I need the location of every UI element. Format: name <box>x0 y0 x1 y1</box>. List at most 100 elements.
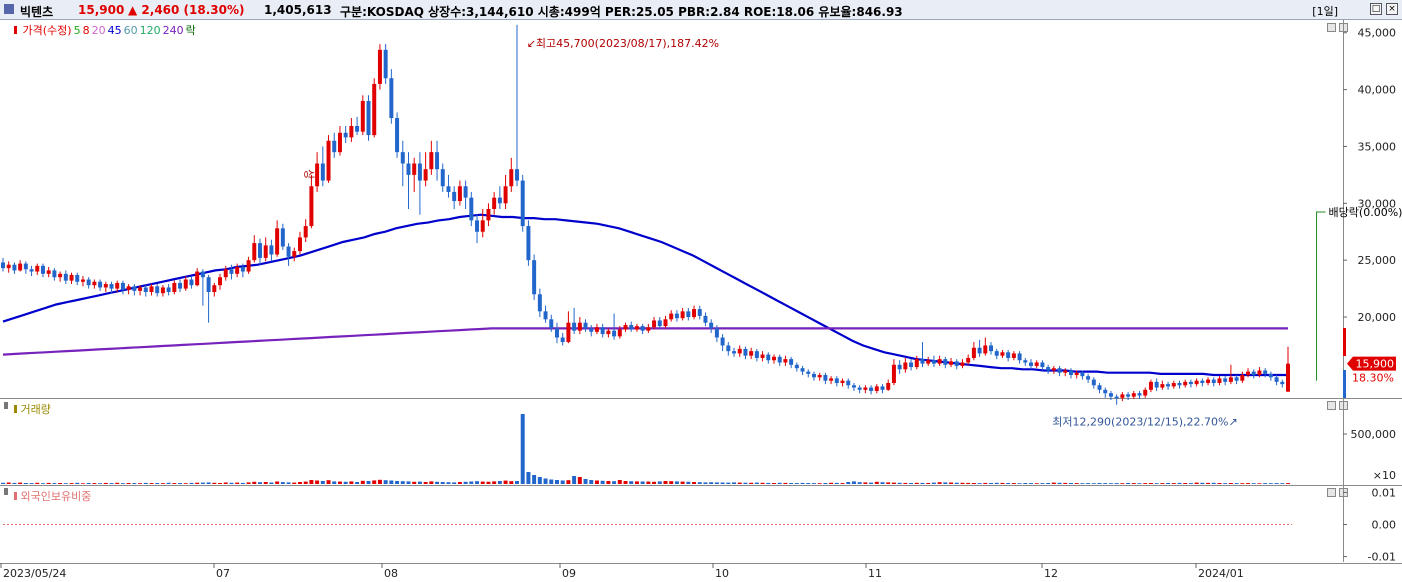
candle-body <box>126 286 131 290</box>
candle-body <box>200 271 205 278</box>
candle-body <box>18 263 23 271</box>
candle-body <box>1068 370 1073 376</box>
volume-bar <box>75 482 80 484</box>
volume-bar <box>337 481 342 484</box>
volume-bar <box>1246 483 1251 484</box>
candle-body <box>218 277 223 286</box>
volume-bar <box>1108 483 1113 484</box>
volume-bar <box>383 480 388 484</box>
volume-bar <box>1286 483 1290 484</box>
legend-item[interactable]: 5 <box>73 24 81 37</box>
volume-bar <box>1251 483 1256 484</box>
candle-body <box>360 100 365 132</box>
panel-divider[interactable] <box>0 398 1402 399</box>
candle-body <box>1023 360 1028 363</box>
candle-body <box>674 313 679 319</box>
low-annotation: 최저12,290(2023/12/15),22.70%↗ <box>1052 416 1237 429</box>
candle-body <box>435 152 440 170</box>
panel-minimize-icon[interactable] <box>1327 23 1336 32</box>
panel-handle-icon[interactable] <box>4 402 8 409</box>
candle-body <box>623 324 628 330</box>
candle-body <box>1017 353 1022 361</box>
volume-bar <box>543 478 548 484</box>
volume-bar <box>1274 483 1279 484</box>
legend-item[interactable]: 120 <box>139 24 161 37</box>
period-selector[interactable]: [1일] <box>1312 5 1338 18</box>
candle-body <box>172 282 177 293</box>
candle-body <box>857 387 862 390</box>
ma-line-45 <box>2 213 1288 377</box>
candle-body <box>629 324 634 330</box>
candle-body <box>572 322 577 331</box>
volume-bar <box>880 482 885 484</box>
candle-body <box>846 380 851 386</box>
candle-body <box>320 163 325 181</box>
panel-minimize-icon[interactable] <box>1327 488 1336 497</box>
candle-body <box>63 273 68 281</box>
grip-icon[interactable] <box>4 4 14 14</box>
volume-bar <box>697 482 702 484</box>
volume-bar <box>1200 482 1205 484</box>
candle-body <box>1108 393 1113 397</box>
volume-bar <box>931 482 936 484</box>
candle-body <box>977 347 982 354</box>
candle-body <box>703 315 708 323</box>
legend-item[interactable]: 60 <box>123 24 138 37</box>
panel-divider[interactable] <box>0 485 1402 486</box>
volume-bar <box>12 482 17 484</box>
volume-bar <box>577 477 582 484</box>
candle-body <box>720 337 725 346</box>
candle-body <box>1183 381 1188 386</box>
legend-item[interactable]: 240 <box>162 24 184 37</box>
volume-bar <box>829 482 834 484</box>
volume-bar <box>1057 482 1062 484</box>
candle-body <box>1000 352 1005 356</box>
legend-item[interactable]: 20 <box>91 24 106 37</box>
panel-handle-icon[interactable] <box>4 488 8 495</box>
candle-body <box>863 387 868 390</box>
volume-bar <box>600 480 605 484</box>
candle-body <box>429 152 434 170</box>
volume-bar <box>1091 483 1096 484</box>
candle-body <box>583 322 588 329</box>
panel-minimize-icon[interactable] <box>1327 401 1336 410</box>
volume-bar <box>572 476 577 484</box>
candle-body <box>1263 370 1268 374</box>
maximize-icon[interactable]: □ <box>1370 3 1382 15</box>
volume-bar <box>726 482 731 484</box>
candle-body <box>743 348 748 356</box>
candle-body <box>497 197 502 204</box>
legend-item[interactable]: 락 <box>185 24 196 37</box>
candle-body <box>366 100 371 136</box>
legend-item[interactable]: 가격(수정) <box>22 24 72 37</box>
volume-bar <box>1194 482 1199 484</box>
candle-body <box>120 282 125 290</box>
volume-bar <box>1051 482 1056 484</box>
close-icon[interactable]: × <box>1386 3 1398 15</box>
candle-body <box>1057 368 1062 373</box>
volume-bar <box>1131 483 1136 484</box>
volume-bar <box>1166 483 1171 484</box>
candle-body <box>143 287 148 293</box>
volume-bar <box>497 481 502 484</box>
candle-body <box>229 269 234 274</box>
volume-bar <box>343 481 348 484</box>
volume-bar <box>583 479 588 484</box>
volume-panel-label: 거래량 <box>14 401 51 417</box>
candle-body <box>920 359 925 364</box>
candle-body <box>263 245 268 258</box>
candle-body <box>1074 372 1079 376</box>
legend-item[interactable]: 8 <box>82 24 90 37</box>
legend-item[interactable]: 45 <box>107 24 122 37</box>
volume-bar <box>355 482 360 484</box>
candle-body <box>332 140 337 153</box>
price-tick-label: 40,000 <box>1358 84 1397 97</box>
candle-body <box>160 287 165 294</box>
candle-body <box>35 265 40 272</box>
candle-body <box>195 271 200 286</box>
volume-bar <box>817 483 822 484</box>
volume-bar <box>874 481 879 484</box>
candle-body <box>737 348 742 354</box>
candle-body <box>1228 377 1233 382</box>
